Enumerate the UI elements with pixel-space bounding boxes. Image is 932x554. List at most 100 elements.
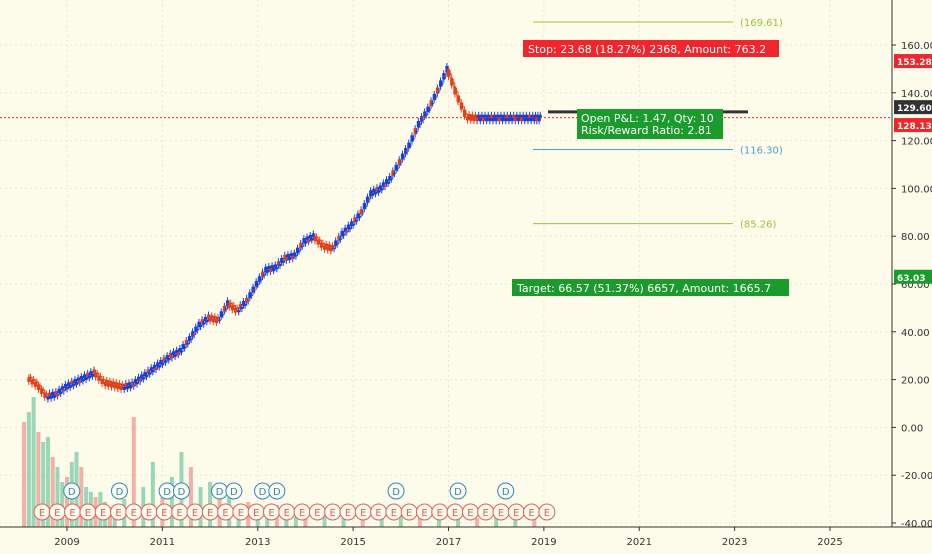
candle: [245, 297, 249, 303]
badge-low-text: 128.13: [897, 122, 932, 132]
volume-bar: [45, 437, 50, 527]
candle: [65, 386, 69, 390]
candle: [383, 185, 387, 188]
candle: [170, 355, 174, 359]
candle: [43, 392, 47, 398]
candle: [491, 117, 495, 122]
volume-bar: [322, 515, 327, 527]
candle: [176, 352, 180, 356]
volume-bar: [50, 457, 55, 527]
candle: [435, 87, 439, 94]
candle: [141, 377, 145, 380]
candle: [110, 383, 114, 388]
candle: [178, 348, 182, 352]
candle: [164, 360, 168, 363]
candle: [278, 264, 282, 267]
candle: [38, 385, 42, 387]
candle: [202, 322, 206, 325]
candle: [226, 300, 230, 306]
candle: [377, 189, 381, 193]
dividend-letter: D: [259, 487, 267, 498]
level-label: (85.26): [740, 220, 777, 231]
candle: [148, 372, 152, 375]
candle: [459, 102, 463, 110]
candle: [388, 175, 392, 181]
candle: [138, 379, 142, 382]
candle: [367, 199, 371, 201]
volume-bar: [79, 467, 84, 527]
stop-label-bg: [523, 40, 779, 57]
volume-bar: [284, 515, 289, 527]
volume-bar: [436, 519, 441, 527]
volume-bar: [131, 417, 136, 527]
candle: [423, 111, 427, 117]
dividend-letter: D: [230, 487, 238, 498]
event-markers: D D D D D D D D D D DE E E E E E E E E E E E E E E E E E E E E E E E E E E E E…: [33, 482, 556, 521]
dividend-marker[interactable]: [268, 482, 286, 500]
candle: [157, 365, 161, 368]
candle: [408, 145, 412, 147]
dividend-letter: D: [216, 487, 224, 498]
candle: [116, 385, 120, 390]
candle: [62, 389, 66, 392]
target-label-bg: [512, 279, 789, 296]
pnl-text: Open P&L: 1.47, Qty: 10: [581, 112, 714, 125]
dividend-marker[interactable]: [497, 482, 515, 500]
badge-current: 129.60: [894, 100, 932, 115]
candle: [270, 265, 274, 269]
candle: [262, 274, 266, 276]
earnings-letter: E: [360, 508, 366, 519]
candle: [448, 73, 452, 75]
candle: [40, 388, 44, 394]
dividend-marker[interactable]: [110, 482, 128, 500]
volume-bar: [169, 477, 174, 527]
candle: [167, 358, 171, 361]
candle: [458, 98, 462, 100]
candle: [350, 221, 354, 226]
candle: [216, 316, 220, 320]
candle: [369, 190, 373, 197]
earnings-letter: E: [85, 508, 91, 519]
candle: [381, 182, 385, 187]
candle: [152, 364, 156, 369]
dividend-marker[interactable]: [63, 482, 81, 500]
position-labels: Stop: 23.68 (18.27%) 2368, Amount: 763.2…: [512, 40, 789, 296]
candle: [427, 109, 431, 111]
candle: [292, 252, 296, 256]
candle: [68, 385, 72, 388]
x-tick-label: 2023: [722, 537, 747, 548]
badge-target-bg: [894, 269, 932, 284]
candle: [94, 372, 98, 378]
candle: [396, 167, 400, 169]
candle: [33, 381, 37, 387]
candle: [359, 209, 363, 215]
candle: [402, 156, 406, 158]
candle: [319, 242, 323, 248]
candle: [294, 255, 298, 257]
dividend-marker[interactable]: [387, 482, 405, 500]
x-tick-label: 2021: [627, 537, 652, 548]
candle: [400, 153, 404, 160]
candle: [499, 114, 503, 118]
candle: [227, 303, 231, 308]
earnings-marker[interactable]: [538, 503, 556, 521]
candle: [108, 380, 112, 384]
candle: [297, 250, 301, 252]
candle: [49, 395, 53, 399]
candle: [264, 266, 268, 273]
candle: [57, 388, 61, 393]
candle: [311, 233, 315, 237]
dividend-marker[interactable]: [225, 482, 243, 500]
candle: [102, 379, 106, 381]
candle: [424, 114, 428, 116]
candle: [59, 391, 63, 394]
candle: [249, 295, 253, 297]
candle: [494, 117, 498, 122]
candle: [251, 286, 255, 293]
candle: [529, 117, 533, 122]
dividend-marker[interactable]: [172, 482, 190, 500]
candle: [480, 114, 484, 118]
dividend-marker[interactable]: [449, 482, 467, 500]
